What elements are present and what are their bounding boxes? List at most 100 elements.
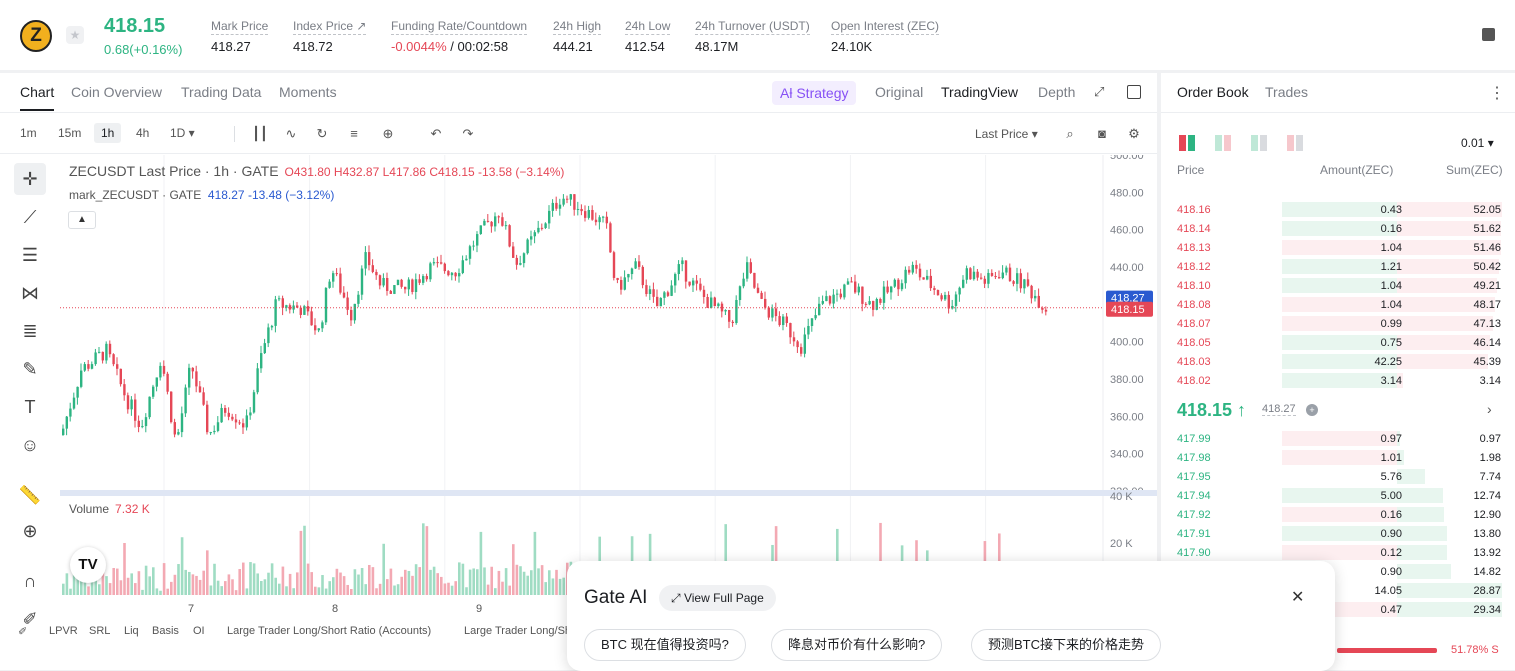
pencil-lock-icon[interactable]: ✐: [22, 608, 38, 629]
close-icon[interactable]: ✕: [1291, 589, 1305, 606]
ruler-icon[interactable]: 📏: [18, 484, 42, 505]
ind-large-trader-ratio[interactable]: Large Trader Long/Short Ratio (Accounts): [227, 625, 432, 637]
ind-large-trader-ratio-2[interactable]: Large Trader Long/Sh: [464, 625, 569, 637]
candle: [926, 275, 929, 280]
timeframe-4h[interactable]: 4h: [136, 126, 150, 140]
favorite-star-icon[interactable]: ★: [66, 26, 84, 44]
candle: [346, 297, 349, 310]
ind-liq[interactable]: Liq: [124, 625, 139, 637]
ask-row[interactable]: 418.05 0.75 46.14: [1161, 333, 1515, 352]
candle: [350, 309, 353, 321]
magnet-icon[interactable]: ∩: [23, 570, 37, 591]
bid-row[interactable]: 0.90 14.82: [1161, 562, 1515, 581]
ask-row[interactable]: 418.07 0.99 47.13: [1161, 314, 1515, 333]
bid-row[interactable]: 417.90 0.12 13.92: [1161, 543, 1515, 562]
ask-row[interactable]: 418.14 0.16 51.62: [1161, 219, 1515, 238]
ind-lpvr[interactable]: LPVR: [49, 625, 78, 637]
row-sum: 28.87: [1473, 585, 1501, 597]
indicators-icon[interactable]: ∿: [285, 126, 297, 141]
ind-oi[interactable]: OI: [193, 625, 205, 637]
ask-row[interactable]: 418.08 1.04 48.17: [1161, 295, 1515, 314]
view-bids-asks-icon[interactable]: [1215, 135, 1231, 151]
horizontal-lines-icon[interactable]: ☰: [21, 244, 39, 265]
more-options-icon[interactable]: ⋮: [1489, 85, 1505, 102]
ai-suggestion-chip[interactable]: 降息对币价有什么影响?: [771, 629, 943, 661]
tab-depth[interactable]: Depth: [1038, 84, 1076, 100]
bid-row[interactable]: 417.91 0.90 13.80: [1161, 524, 1515, 543]
bid-row[interactable]: 417.94 5.00 12.74: [1161, 486, 1515, 505]
tab-original[interactable]: Original: [875, 84, 924, 100]
trendline-icon[interactable]: ⟋: [23, 206, 37, 227]
bid-row[interactable]: 417.98 1.01 1.98: [1161, 448, 1515, 467]
book-icon[interactable]: [1482, 28, 1495, 41]
ind-basis[interactable]: Basis: [152, 625, 179, 637]
timeframe-1d[interactable]: 1D ▾: [170, 126, 195, 140]
candle-type-icon[interactable]: ┃┃: [252, 126, 268, 141]
volume-bar: [429, 569, 432, 595]
ask-row[interactable]: 418.02 3.14 3.14: [1161, 371, 1515, 390]
add-indicator-icon[interactable]: ⊕: [382, 126, 394, 141]
volume-bar: [231, 579, 234, 595]
bid-row[interactable]: 14.05 28.87: [1161, 581, 1515, 600]
expand-icon[interactable]: ⤢: [1094, 84, 1105, 99]
chevron-right-icon[interactable]: ›: [1487, 401, 1492, 417]
row-sum: 13.80: [1473, 528, 1501, 540]
window-icon[interactable]: [1127, 85, 1141, 99]
stat-index-price[interactable]: Index Price ↗ 418.72: [293, 19, 367, 54]
compare-icon[interactable]: ↻: [316, 126, 328, 141]
amount-bar: [1282, 278, 1397, 293]
brush-icon[interactable]: ✎: [22, 358, 38, 379]
tab-coin-overview[interactable]: Coin Overview: [71, 84, 163, 100]
edit-icon[interactable]: ✐: [18, 626, 28, 638]
last-price-tag: [1106, 301, 1153, 317]
tab-chart[interactable]: Chart: [20, 84, 55, 111]
ai-suggestion-chip[interactable]: BTC 现在值得投资吗?: [584, 629, 746, 661]
text-icon[interactable]: T: [24, 396, 36, 417]
view-both-icon[interactable]: [1179, 135, 1195, 151]
price-type-select[interactable]: Last Price ▾: [975, 127, 1038, 141]
bid-row[interactable]: 417.95 5.76 7.74: [1161, 467, 1515, 486]
volume-bar: [274, 577, 277, 595]
tab-trading-data[interactable]: Trading Data: [181, 84, 262, 100]
ask-row[interactable]: 418.16 0.43 52.05: [1161, 200, 1515, 219]
crosshair-icon[interactable]: ✛: [14, 163, 46, 195]
timeframe-15m[interactable]: 15m: [58, 126, 82, 140]
tab-trades[interactable]: Trades: [1265, 84, 1309, 100]
candle: [332, 273, 335, 282]
legend-collapse-button[interactable]: ▲: [68, 211, 96, 229]
strategy-button[interactable]: Aƚ Strategy: [772, 81, 857, 105]
settings-list-icon[interactable]: ≡: [350, 126, 358, 141]
fib-icon[interactable]: ≣: [22, 320, 38, 341]
camera-icon[interactable]: ◙: [1098, 126, 1106, 141]
pattern-icon[interactable]: ⋈: [21, 282, 39, 303]
view-bids-icon[interactable]: [1251, 135, 1267, 151]
emoji-icon[interactable]: ☺: [20, 434, 40, 455]
tab-tradingview[interactable]: TradingView: [941, 84, 1019, 100]
precision-select[interactable]: 0.01 ▾: [1461, 136, 1494, 150]
ask-row[interactable]: 418.13 1.04 51.46: [1161, 238, 1515, 257]
timeframe-1m[interactable]: 1m: [20, 126, 37, 140]
tradingview-logo[interactable]: TV: [70, 547, 106, 583]
candle: [864, 303, 868, 305]
ask-row[interactable]: 418.10 1.04 49.21: [1161, 276, 1515, 295]
candle: [461, 260, 464, 274]
ask-row[interactable]: 418.12 1.21 50.42: [1161, 257, 1515, 276]
timeframe-1h[interactable]: 1h: [94, 123, 122, 143]
info-icon[interactable]: +: [1306, 404, 1318, 416]
bid-row[interactable]: 417.99 0.97 0.97: [1161, 429, 1515, 448]
ind-srl[interactable]: SRL: [89, 625, 111, 637]
ask-row[interactable]: 418.03 42.25 45.39: [1161, 352, 1515, 371]
bid-row[interactable]: 417.92 0.16 12.90: [1161, 505, 1515, 524]
ai-suggestion-chip[interactable]: 预测BTC接下来的价格走势: [971, 629, 1162, 661]
volume-bar: [101, 570, 105, 595]
view-asks-icon[interactable]: [1287, 135, 1303, 151]
view-full-page-button[interactable]: ⤢ View Full Page: [659, 585, 776, 611]
tab-moments[interactable]: Moments: [279, 84, 337, 100]
search-icon[interactable]: ⌕: [1066, 126, 1074, 141]
redo-icon[interactable]: ↷: [462, 126, 474, 141]
gear-icon[interactable]: ⚙: [1128, 126, 1140, 141]
price-change: 0.68(+0.16%): [104, 42, 183, 57]
zoom-in-icon[interactable]: ⊕: [22, 520, 38, 541]
tab-order-book[interactable]: Order Book: [1177, 84, 1249, 100]
undo-icon[interactable]: ↶: [430, 126, 442, 141]
